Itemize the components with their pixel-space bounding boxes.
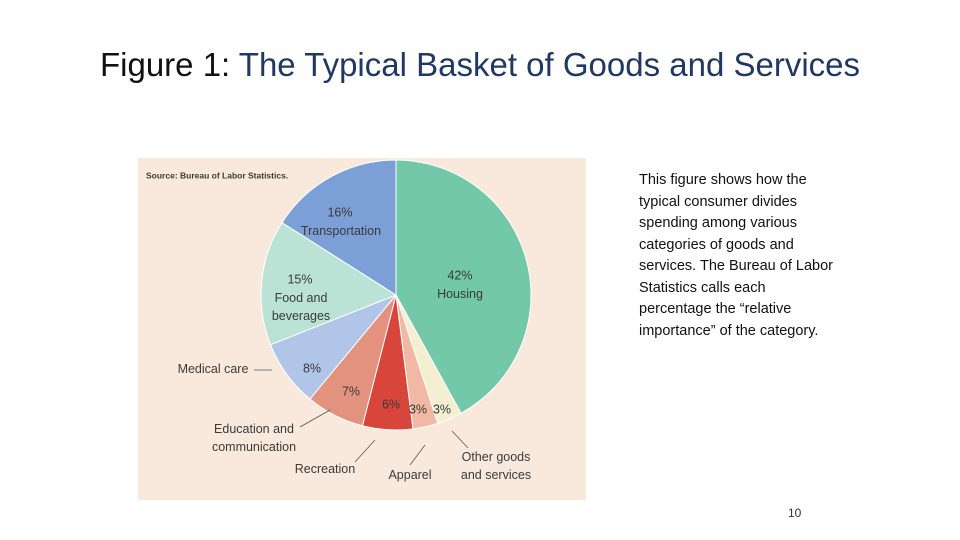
- category-label: Food and beverages: [272, 291, 330, 323]
- value-label: 6%: [382, 397, 400, 411]
- leader-line: [409, 444, 426, 466]
- category-label: Other goods and services: [461, 450, 531, 482]
- title-text: The Typical Basket of Goods and Services: [238, 46, 861, 83]
- value-label: 3%: [409, 402, 427, 416]
- leader-line: [299, 409, 331, 428]
- pie-chart: Source: Bureau of Labor Statistics. 42% H…: [138, 158, 586, 500]
- category-label: Education and communication: [212, 422, 296, 454]
- body-text: This figure shows how the typical consum…: [639, 172, 833, 339]
- category-label: Medical care: [178, 362, 249, 376]
- pie-slice: [395, 159, 532, 414]
- slide-title: Figure 1: The Typical Basket of Goods an…: [0, 46, 960, 84]
- pie-slice: [260, 221, 398, 346]
- leader-line: [354, 439, 376, 463]
- title-label: Figure 1:: [99, 46, 231, 83]
- value-label: 15%: [287, 272, 312, 286]
- value-label: 16%: [327, 205, 352, 219]
- pie-slice: [281, 159, 397, 296]
- value-label: 3%: [433, 402, 451, 416]
- category-label: Housing: [437, 287, 483, 301]
- category-label: Apparel: [388, 468, 431, 482]
- value-label: 8%: [303, 361, 321, 375]
- category-label: Recreation: [295, 462, 355, 476]
- source-note: Source: Bureau of Labor Statistics.: [146, 170, 288, 180]
- page-number: 10: [788, 506, 802, 520]
- value-label: 7%: [342, 384, 360, 398]
- value-label: 42%: [447, 268, 472, 282]
- category-label: Transportation: [301, 224, 381, 238]
- leader-line: [451, 430, 469, 449]
